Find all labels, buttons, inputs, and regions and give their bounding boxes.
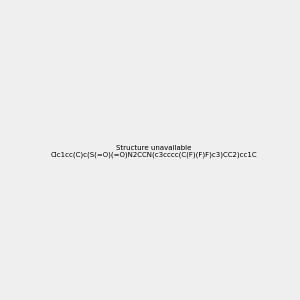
Text: Structure unavailable
Clc1cc(C)c(S(=O)(=O)N2CCN(c3cccc(C(F)(F)F)c3)CC2)cc1C: Structure unavailable Clc1cc(C)c(S(=O)(=… bbox=[50, 145, 257, 158]
